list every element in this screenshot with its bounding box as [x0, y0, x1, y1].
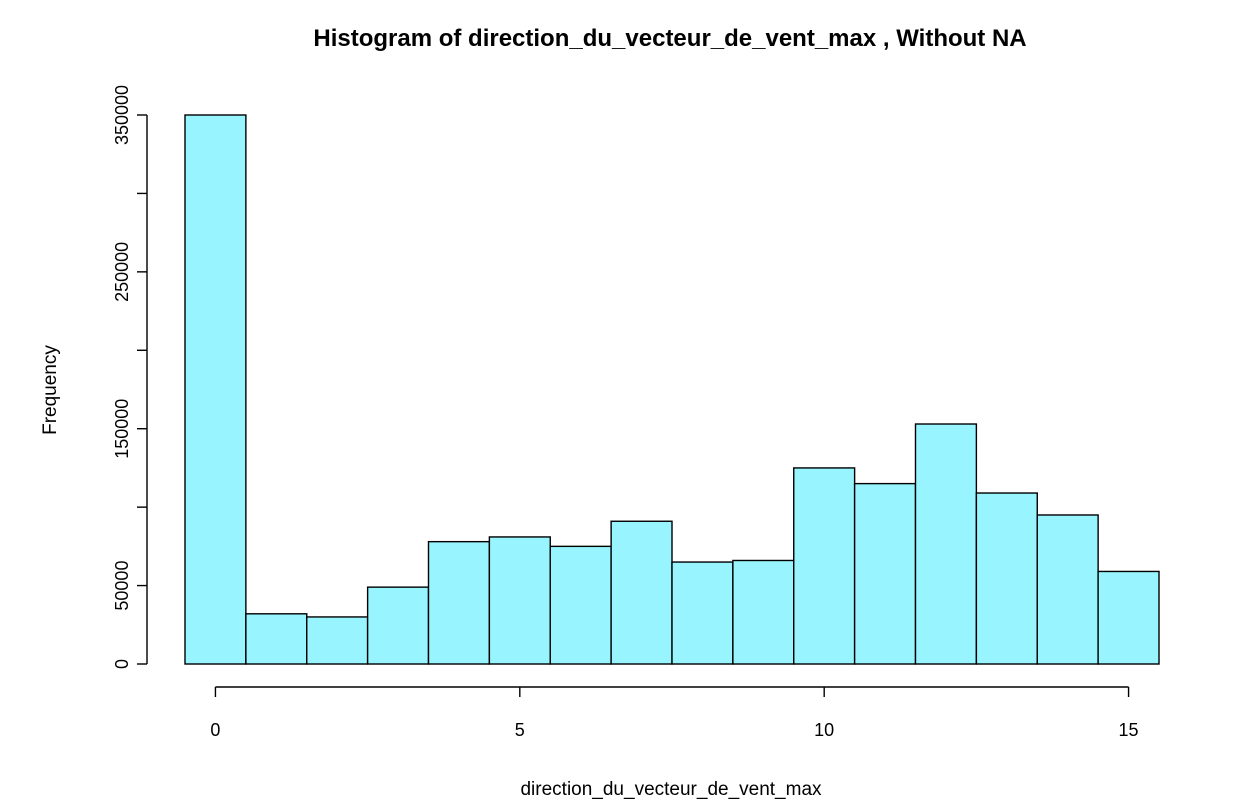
chart-title: Histogram of direction_du_vecteur_de_ven…: [313, 25, 1026, 52]
y-tick-label: 350000: [112, 85, 132, 145]
histogram-bar: [245, 613, 308, 665]
histogram-bar: [1036, 514, 1099, 665]
x-axis: 0 5 10 15: [210, 686, 1139, 740]
x-tick-label: 5: [515, 720, 525, 740]
y-tick-label: 0: [112, 659, 132, 669]
histogram-bar: [549, 545, 612, 665]
histogram-bar: [366, 586, 430, 665]
histogram-bar: [610, 520, 673, 665]
histogram-bar: [793, 467, 856, 665]
y-axis: 0 50000 150000 250000 350000: [112, 85, 148, 669]
histogram-bar: [488, 536, 551, 665]
y-tick-label: 250000: [112, 242, 132, 302]
histogram-bar: [732, 559, 795, 665]
histogram-bar: [1097, 570, 1160, 665]
x-tick-label: 15: [1119, 720, 1139, 740]
x-axis-label: direction_du_vecteur_de_vent_max: [520, 779, 822, 800]
histogram-bar: [427, 540, 491, 665]
y-axis-label: Frequency: [40, 345, 61, 435]
y-tick-label: 150000: [112, 399, 132, 459]
histogram-bar: [671, 561, 734, 665]
x-tick-label: 0: [210, 720, 220, 740]
histogram-bar: [853, 482, 917, 665]
y-tick-label: 50000: [112, 561, 132, 611]
histogram-bar: [184, 114, 247, 665]
histogram-bar: [914, 423, 978, 665]
histogram-bars: [184, 114, 1160, 665]
histogram-bar: [975, 492, 1038, 665]
histogram-bar: [306, 616, 369, 665]
x-tick-label: 10: [814, 720, 834, 740]
